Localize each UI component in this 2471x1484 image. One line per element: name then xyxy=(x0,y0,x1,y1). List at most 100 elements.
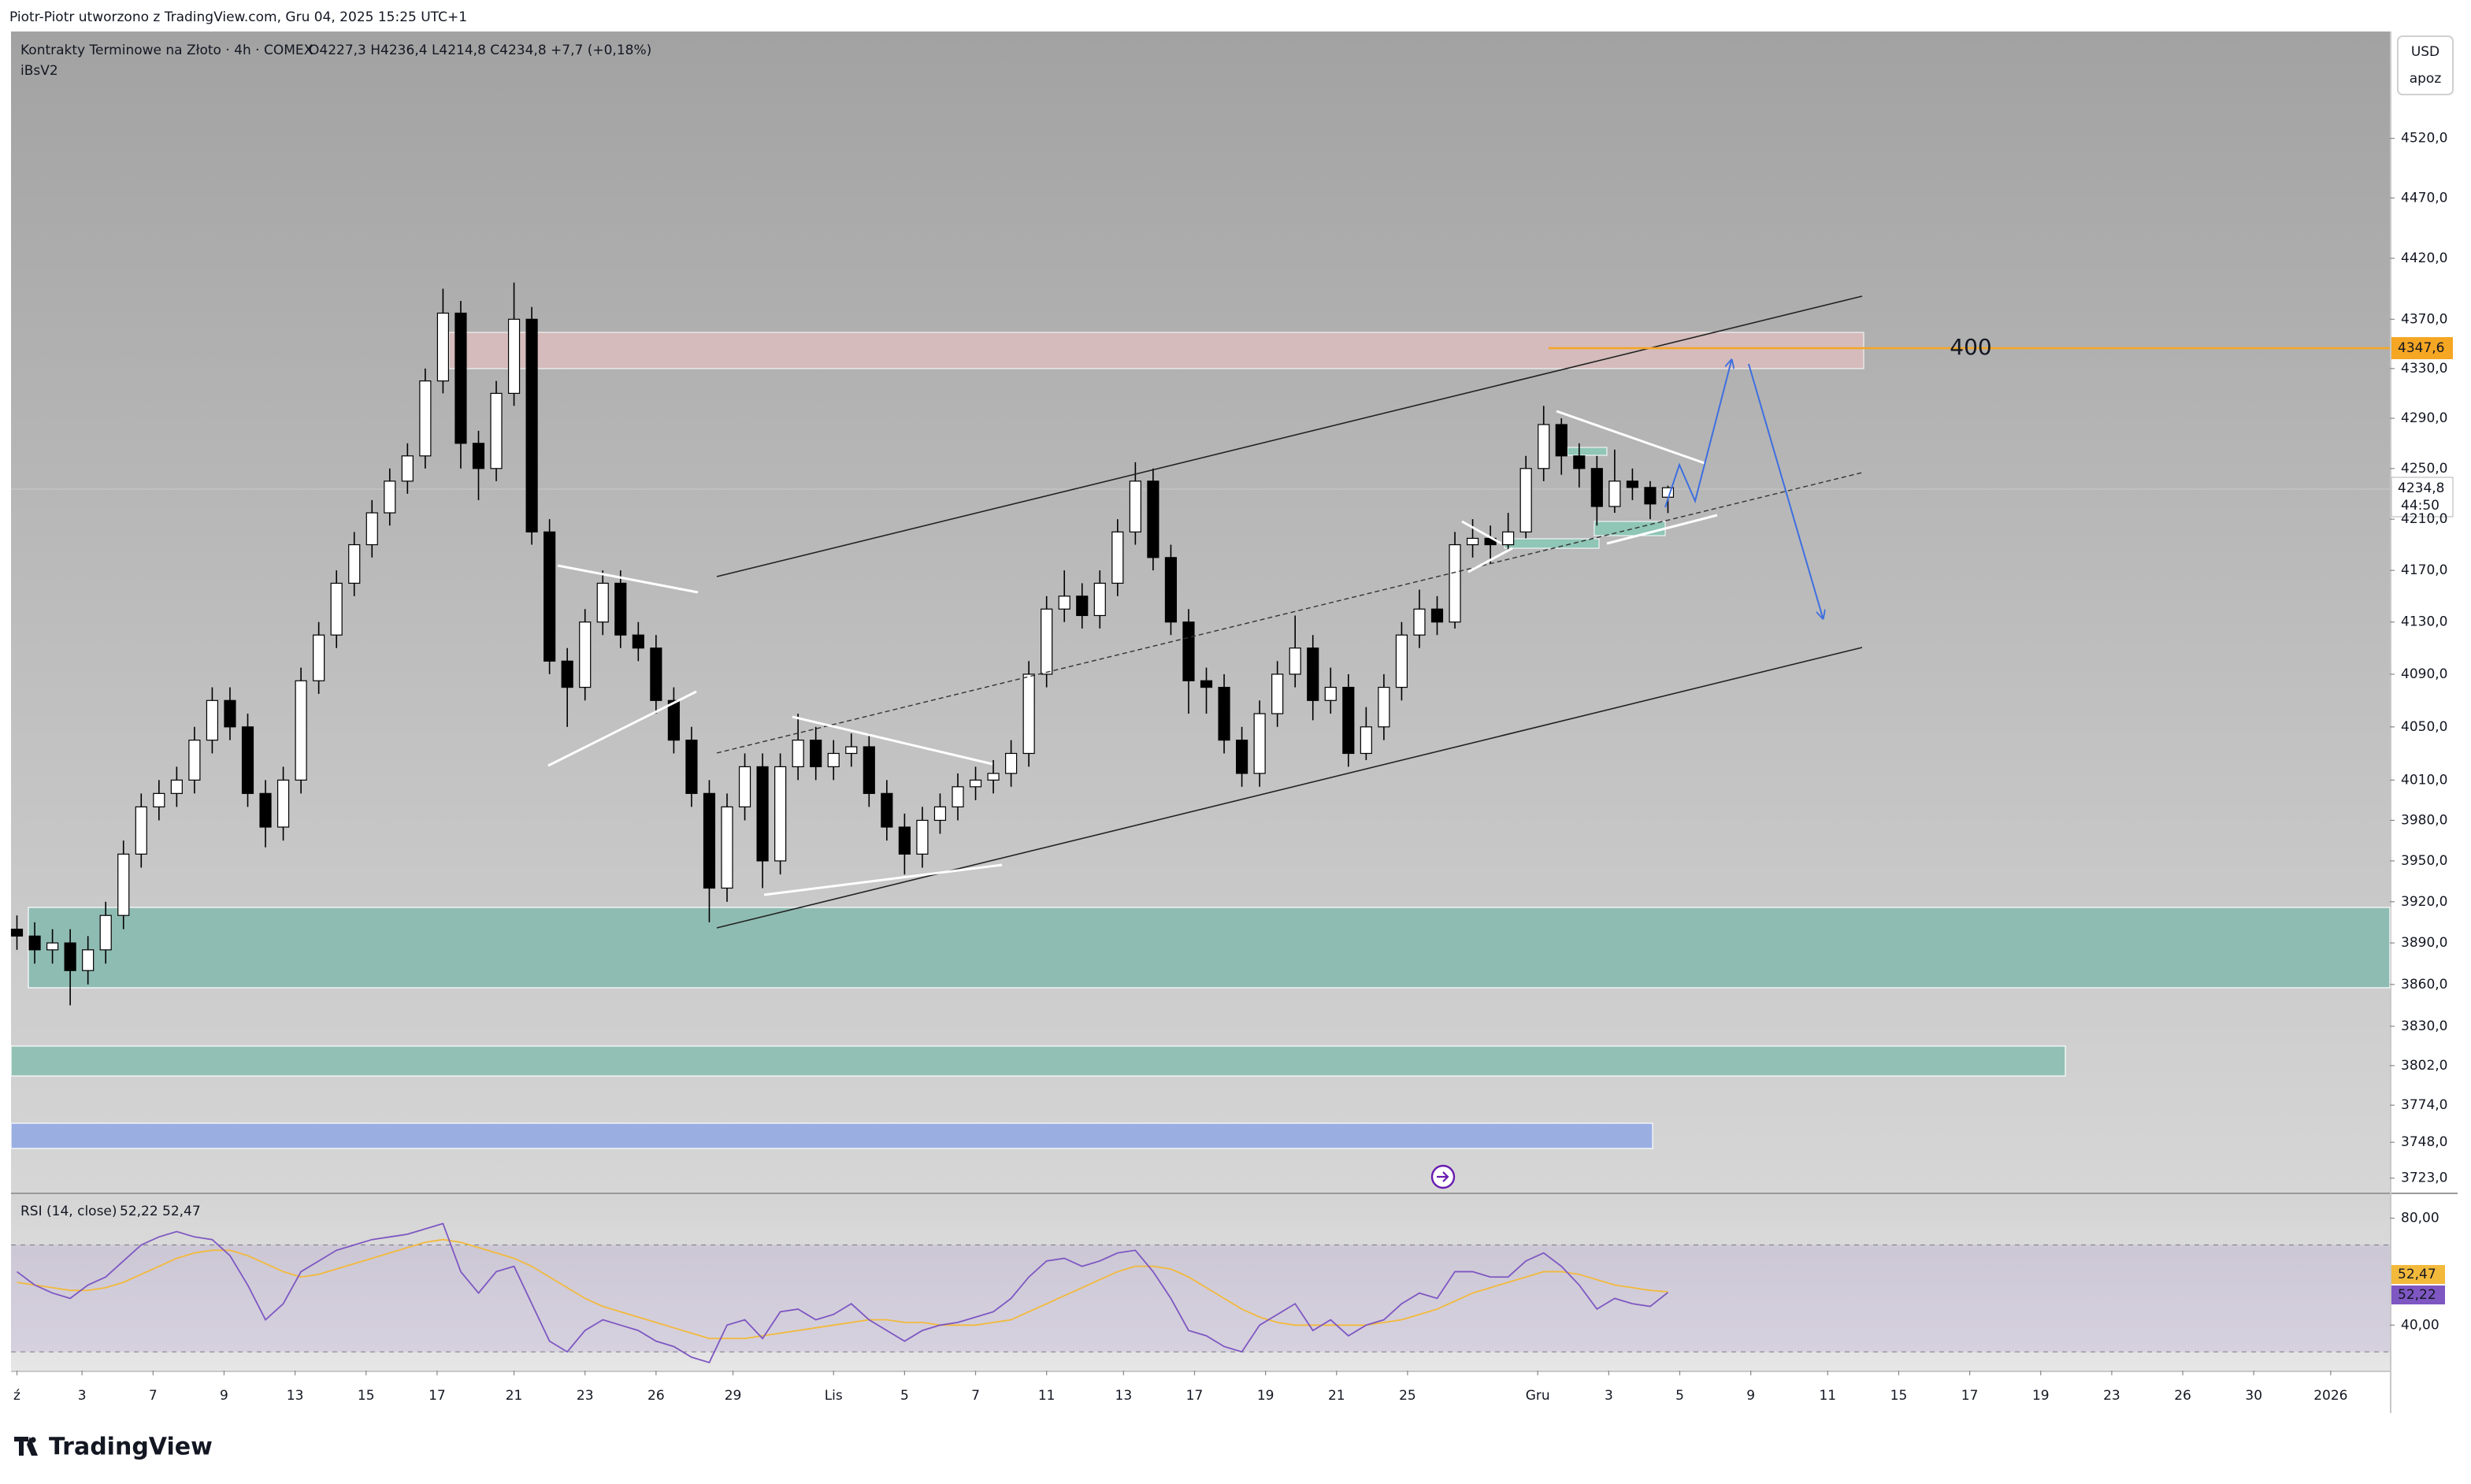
candle-body xyxy=(455,312,467,444)
candle-body xyxy=(1307,647,1319,701)
candle-body xyxy=(596,582,609,623)
y-tick-label: 4170,0 xyxy=(2401,562,2447,578)
small-zone xyxy=(1567,447,1608,456)
candle-body xyxy=(401,455,414,482)
x-tick-label: 19 xyxy=(2032,1388,2050,1404)
candle-body xyxy=(863,746,875,794)
x-tick-label: 25 xyxy=(1399,1388,1416,1404)
x-tick-label: 9 xyxy=(1746,1388,1755,1404)
candle-body xyxy=(135,806,147,855)
candle-body xyxy=(1378,686,1390,728)
candle-body xyxy=(1236,740,1248,774)
candle-body xyxy=(384,480,396,514)
triangle-line xyxy=(763,863,1003,896)
x-tick-label: 23 xyxy=(577,1388,594,1404)
logo xyxy=(14,1437,38,1456)
candle-body xyxy=(224,699,236,728)
candle-body xyxy=(721,806,733,889)
triangle-line xyxy=(1556,410,1705,465)
rsi-indicator xyxy=(11,1222,2390,1363)
y-tick-label: 3748,0 xyxy=(2401,1134,2447,1150)
y-tick-label: 3920,0 xyxy=(2401,894,2447,910)
candle-body xyxy=(650,647,662,701)
author-line: Piotr-Piotr utworzono z TradingView.com,… xyxy=(9,9,467,25)
y-tick-label: 4130,0 xyxy=(2401,614,2447,630)
x-tick-label: 29 xyxy=(725,1388,742,1404)
candle-body xyxy=(1271,673,1284,714)
candle-body xyxy=(1147,480,1159,558)
candle-body xyxy=(614,582,627,636)
triangle-line xyxy=(547,690,697,767)
y-tick-label: 40,00 xyxy=(2401,1317,2439,1333)
support-zone xyxy=(28,907,2391,989)
candle-body xyxy=(46,942,59,951)
candle-body xyxy=(419,380,432,457)
triangles xyxy=(547,410,1718,896)
candle-body xyxy=(561,660,573,688)
candle-body xyxy=(507,318,521,394)
candle-body xyxy=(1111,531,1124,584)
logo-text: TradingView xyxy=(49,1434,213,1461)
candle-body xyxy=(472,443,485,469)
level-price-box xyxy=(2391,337,2453,359)
indicator-name[interactable]: iBsV2 xyxy=(20,63,58,79)
main-pane xyxy=(11,32,2390,1193)
y-tick-label: 4370,0 xyxy=(2401,311,2447,327)
level-text: 400 xyxy=(1950,334,1991,360)
y-tick-label: 4330,0 xyxy=(2401,361,2447,377)
x-tick-label: ź xyxy=(13,1388,20,1404)
x-tick-label: 19 xyxy=(1257,1388,1274,1404)
candle-body xyxy=(1093,582,1106,617)
y-tick-label: 3802,0 xyxy=(2401,1058,2447,1074)
candle-body xyxy=(1502,531,1515,546)
candle-body xyxy=(348,544,361,584)
candle-body xyxy=(188,740,201,781)
candle-body xyxy=(365,512,378,546)
last-value: 52,22 xyxy=(2398,1287,2436,1303)
symbol-name[interactable]: Kontrakty Terminowe na Złoto · 4h · COME… xyxy=(20,43,314,58)
candle-body xyxy=(1395,634,1408,688)
y-tick-label: 4290,0 xyxy=(2401,410,2447,426)
x-tick-label: 5 xyxy=(900,1388,909,1404)
candle-body xyxy=(313,634,325,681)
y-tick-label: 80,00 xyxy=(2401,1211,2439,1226)
channel-bottom xyxy=(716,647,1863,929)
candle-body xyxy=(1022,673,1035,755)
support-zone-3 xyxy=(10,1122,1653,1149)
candle-body xyxy=(810,740,822,767)
candle-body xyxy=(756,766,769,862)
last-value-box xyxy=(2391,1265,2445,1284)
rsi-line xyxy=(17,1238,1668,1340)
projection-up xyxy=(1664,361,1731,508)
y-tick-label: 4470,0 xyxy=(2401,190,2447,206)
candle-body xyxy=(987,773,1000,781)
candle-body xyxy=(490,392,503,469)
candle-body xyxy=(667,699,680,741)
candle-body xyxy=(276,779,290,828)
candle-body xyxy=(259,792,272,828)
y-tick-label: 4090,0 xyxy=(2401,666,2447,682)
candle-body xyxy=(952,786,964,807)
candle-body xyxy=(544,531,556,662)
triangle-line xyxy=(1461,520,1502,545)
x-tick-label: 21 xyxy=(1328,1388,1345,1404)
candle-body xyxy=(1449,544,1461,623)
x-tick-label: 5 xyxy=(1675,1388,1684,1404)
indicator-title: RSI (14, close) xyxy=(20,1204,117,1219)
last-price: 4234,8 xyxy=(2398,480,2444,496)
currency-button[interactable] xyxy=(2397,35,2454,95)
candle-body xyxy=(845,746,858,755)
candle-body xyxy=(436,312,449,382)
y-tick-label: 4210,0 xyxy=(2401,511,2447,527)
rsi-line xyxy=(16,1222,1669,1363)
y-tick-label: 3890,0 xyxy=(2401,935,2447,951)
legend-value: 52,47 xyxy=(162,1204,201,1219)
x-tick-label: Gru xyxy=(1526,1388,1550,1404)
candle-body xyxy=(1573,455,1586,469)
x-tick-label: 17 xyxy=(1961,1388,1979,1404)
x-tick-label: 11 xyxy=(1038,1388,1056,1404)
currency-sub: apoz xyxy=(2410,71,2442,87)
candle-body xyxy=(1590,468,1603,507)
x-tick-label: 3 xyxy=(78,1388,87,1404)
